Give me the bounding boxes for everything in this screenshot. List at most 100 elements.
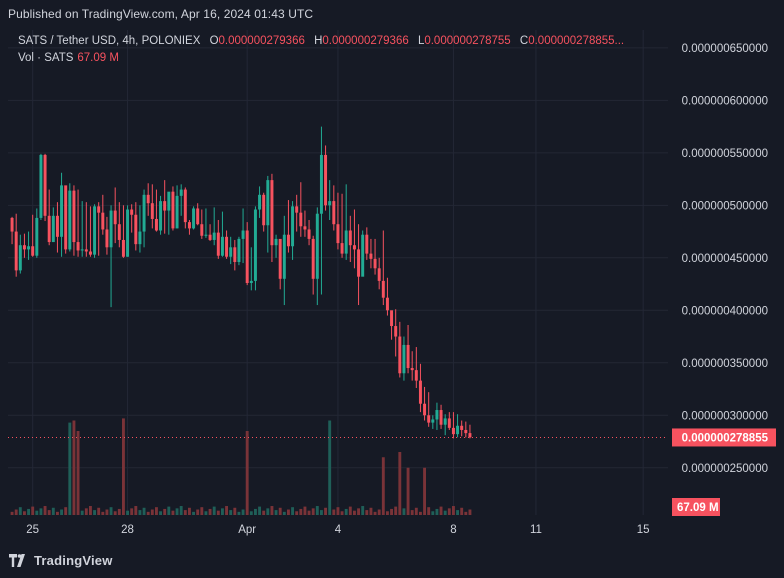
volume-bar xyxy=(113,511,117,515)
volume-bar xyxy=(390,508,394,515)
candle-body xyxy=(220,236,224,256)
volume-bar xyxy=(357,508,361,515)
candle-body xyxy=(274,238,278,246)
volume-bar xyxy=(245,431,249,515)
candle-body xyxy=(84,249,88,252)
candle-body xyxy=(204,234,208,236)
candle-body xyxy=(369,253,373,259)
volume-bar xyxy=(121,418,125,515)
volume-bar xyxy=(328,420,332,515)
volume-bar xyxy=(212,506,216,515)
tradingview-logo[interactable]: TradingView xyxy=(9,553,113,568)
tradingview-logo-icon xyxy=(9,554,25,567)
candle-body xyxy=(27,246,31,250)
candle-body xyxy=(39,154,43,218)
volume-bar xyxy=(295,511,299,515)
published-caption: Published on TradingView.com, Apr 16, 20… xyxy=(8,7,314,21)
last-price-label: 0.000000278855 xyxy=(682,432,769,444)
volume-bar xyxy=(468,509,472,515)
price-chart-svg[interactable]: 0.000000650000 0.000000600000 0.0000005500… xyxy=(8,30,776,550)
x-tick-label: 15 xyxy=(637,524,650,536)
volume-bar xyxy=(109,507,113,515)
candle-body xyxy=(340,243,344,254)
candle-body xyxy=(183,189,187,223)
candle-body xyxy=(398,336,402,374)
open-value: 0.000000279366 xyxy=(218,35,305,47)
volume-bar xyxy=(154,507,158,515)
candle-body xyxy=(336,224,340,244)
ohlc-legend: SATS / Tether USD, 4h, POLONIEX O0.00000… xyxy=(18,35,624,47)
volume-bar xyxy=(22,511,26,515)
low-value: 0.000000278755 xyxy=(424,35,511,47)
candle-body xyxy=(68,190,72,250)
candle-body xyxy=(105,229,109,248)
candle-body xyxy=(88,251,92,255)
candle-body xyxy=(14,231,18,271)
candle-body xyxy=(138,231,142,245)
candle-body xyxy=(35,217,39,256)
volume-bar xyxy=(117,508,121,515)
candle-body xyxy=(175,195,179,229)
volume-bar xyxy=(216,510,220,515)
volume-tag xyxy=(672,498,720,516)
volume-bar xyxy=(187,507,191,515)
chart-area[interactable]: 0.000000650000 0.000000600000 0.0000005500… xyxy=(8,30,776,550)
volume-bar xyxy=(464,511,468,515)
candle-body xyxy=(121,239,125,257)
y-tick-label: 0.000000650000 xyxy=(682,43,768,55)
volume-bar xyxy=(332,509,336,515)
volume-bar xyxy=(315,506,319,515)
candle-body xyxy=(225,236,229,257)
volume-label: Vol · SATS xyxy=(18,52,74,64)
candle-body xyxy=(262,194,266,226)
volume-bar xyxy=(84,508,88,515)
volume-bar xyxy=(220,508,224,515)
candle-body xyxy=(324,154,328,206)
volume-bar xyxy=(237,511,241,515)
candle-body xyxy=(278,238,282,279)
candle-body xyxy=(117,224,121,240)
volume-bar xyxy=(175,508,179,515)
volume-bar xyxy=(88,506,92,515)
volume-bar xyxy=(51,507,55,515)
volume-bar xyxy=(262,510,266,515)
volume-bar xyxy=(150,509,154,515)
volume-bar xyxy=(258,506,262,515)
candle-body xyxy=(142,194,146,232)
candle-body xyxy=(468,433,472,438)
candle-body xyxy=(447,418,451,428)
volume-bar xyxy=(138,510,142,515)
volume-bar xyxy=(64,507,68,515)
x-tick-label: 4 xyxy=(335,524,342,536)
symbol-label: SATS / Tether USD, 4h, POLONIEX xyxy=(18,35,201,47)
candle-body xyxy=(319,154,323,214)
volume-bar xyxy=(460,507,464,515)
candle-body xyxy=(253,209,257,281)
candle-body xyxy=(22,245,26,250)
candle-body xyxy=(410,368,414,371)
candle-body xyxy=(464,429,468,434)
y-tick-label: 0.000000250000 xyxy=(682,463,768,475)
volume-bar xyxy=(402,508,406,515)
candle-body xyxy=(270,180,274,246)
volume-bar xyxy=(130,508,134,515)
candle-body xyxy=(311,238,315,279)
candle-body xyxy=(365,234,369,254)
volume-bar xyxy=(208,508,212,515)
candle-body xyxy=(113,210,117,225)
candle-body xyxy=(192,208,196,229)
x-tick-label: 25 xyxy=(26,524,39,536)
volume-bar xyxy=(299,508,303,515)
candle-body xyxy=(130,209,134,215)
candle-body xyxy=(357,249,361,277)
x-tick-label: 11 xyxy=(530,524,542,536)
candle-body xyxy=(332,201,336,225)
volume-bar xyxy=(80,510,84,515)
candle-body xyxy=(303,226,307,230)
volume-bar xyxy=(35,510,39,515)
candle-body xyxy=(245,230,249,283)
candle-body xyxy=(212,232,216,240)
candle-body xyxy=(43,154,47,216)
candle-body xyxy=(402,344,406,374)
volume-bar xyxy=(270,506,274,515)
